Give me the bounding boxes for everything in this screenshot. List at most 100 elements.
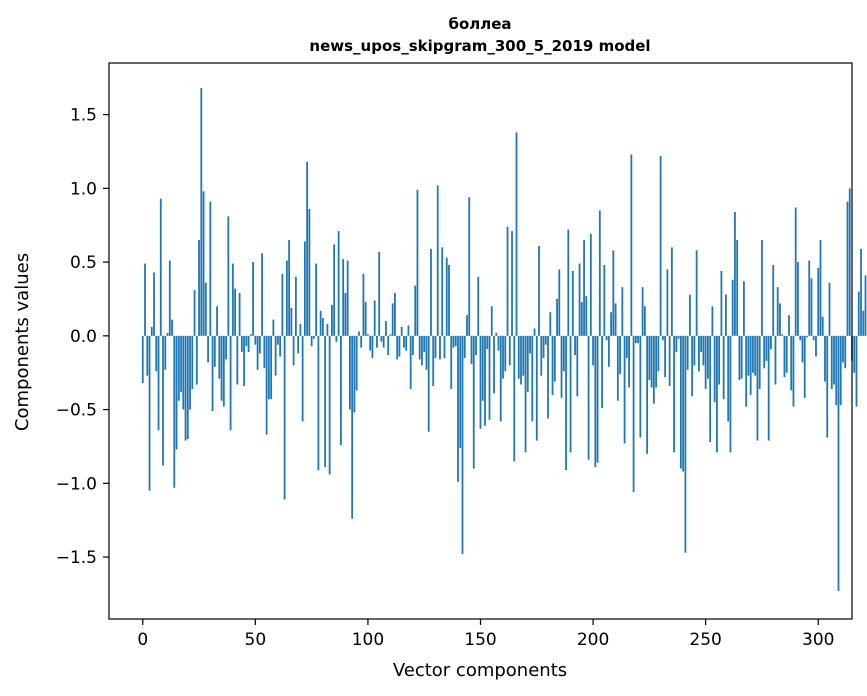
bar (747, 335, 750, 376)
bar (797, 262, 799, 336)
bar (628, 335, 630, 388)
bar (272, 319, 275, 336)
bar (553, 335, 556, 382)
bar (812, 335, 815, 341)
bar (436, 185, 439, 336)
bar (821, 316, 824, 336)
bar (801, 335, 804, 363)
bar (855, 335, 858, 407)
bar (459, 335, 462, 448)
bar (164, 335, 167, 370)
bar (493, 335, 495, 394)
bar (290, 307, 293, 336)
bar (168, 260, 171, 336)
bar (839, 335, 842, 406)
bar (159, 198, 162, 336)
bar (342, 259, 345, 336)
bar (193, 290, 196, 336)
bar (533, 328, 536, 336)
bar (213, 335, 216, 367)
bar (508, 335, 511, 366)
x-tick-label: 200 (577, 630, 609, 650)
bar (448, 265, 450, 336)
bar (333, 244, 336, 336)
bar (218, 335, 221, 379)
bar (186, 335, 189, 440)
x-tick-label: 100 (352, 630, 384, 650)
bar (261, 253, 263, 336)
bar (434, 335, 437, 358)
bar (344, 293, 347, 336)
bar (711, 306, 714, 336)
bar (229, 335, 232, 431)
bar (853, 335, 856, 373)
bar (675, 335, 678, 353)
bar (225, 335, 227, 360)
x-tick-label: 150 (464, 630, 496, 650)
bar (141, 335, 144, 384)
bar (824, 335, 826, 382)
bar (249, 334, 252, 336)
bar (238, 293, 241, 336)
bar (301, 335, 304, 422)
bar (752, 335, 754, 373)
bar (616, 335, 619, 401)
bar (585, 296, 588, 336)
bar (677, 335, 680, 339)
bar (605, 335, 608, 341)
bar (520, 335, 522, 385)
bar (576, 335, 579, 397)
bar (562, 335, 565, 372)
bar (565, 335, 567, 471)
bar (506, 226, 509, 336)
bar (736, 239, 739, 336)
bar (632, 335, 635, 493)
bar (288, 239, 291, 336)
bar (803, 335, 806, 398)
bar (767, 335, 770, 441)
bar (182, 335, 185, 410)
bar (292, 335, 295, 366)
y-tick-label: −1.0 (56, 474, 97, 494)
bar (144, 263, 146, 336)
bar (416, 189, 419, 336)
bar (761, 239, 763, 336)
bar (630, 154, 633, 336)
bar (571, 270, 574, 336)
bar (396, 335, 399, 360)
bar (817, 268, 820, 336)
bar (641, 287, 644, 336)
bar (189, 335, 191, 410)
bar (560, 335, 563, 398)
bar (497, 335, 500, 351)
bar (153, 272, 155, 336)
chart-title-line1: боллеа (448, 15, 511, 33)
bar (731, 279, 734, 336)
bar (835, 335, 838, 406)
bar (799, 335, 802, 341)
bar (346, 260, 349, 336)
bar (231, 263, 234, 336)
bar (614, 303, 617, 336)
bar (209, 201, 212, 336)
bar (337, 231, 340, 336)
bar (279, 335, 282, 357)
bar (421, 335, 423, 366)
bar (432, 335, 435, 386)
bar (765, 335, 768, 361)
bar (702, 335, 705, 366)
bar (848, 188, 851, 336)
bar (349, 335, 351, 410)
bar (826, 335, 829, 438)
bar (157, 335, 160, 431)
bar (267, 335, 270, 400)
bar (256, 335, 259, 370)
bar (443, 335, 446, 358)
bar (274, 335, 277, 376)
bar (587, 335, 590, 460)
bar (378, 251, 381, 336)
bar (148, 335, 151, 491)
bar (495, 332, 498, 336)
bar (171, 319, 173, 336)
bar (403, 335, 405, 348)
